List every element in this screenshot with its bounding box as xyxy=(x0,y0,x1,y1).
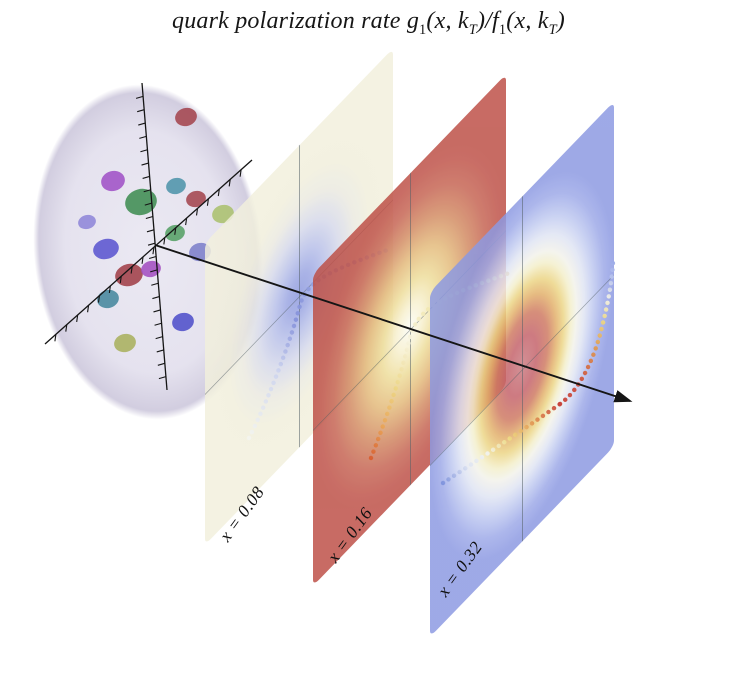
title-math-token: ) xyxy=(556,8,565,34)
title-math: g1(x, kT)/f1(x, kT) xyxy=(406,8,565,37)
title-math-token: T xyxy=(548,21,557,38)
title-math-token: (x, k xyxy=(426,8,469,34)
figure-title: quark polarization rate g1(x, kT)/f1(x, … xyxy=(0,8,737,37)
title-math-token: 1 xyxy=(419,21,427,38)
title-math-token: )/f xyxy=(476,8,499,34)
title-math-token: (x, k xyxy=(506,8,549,34)
title-text: quark polarization rate xyxy=(172,8,407,34)
title-math-token: g xyxy=(406,8,420,34)
title-math-token: 1 xyxy=(498,21,507,38)
title-math-token: T xyxy=(468,21,477,38)
